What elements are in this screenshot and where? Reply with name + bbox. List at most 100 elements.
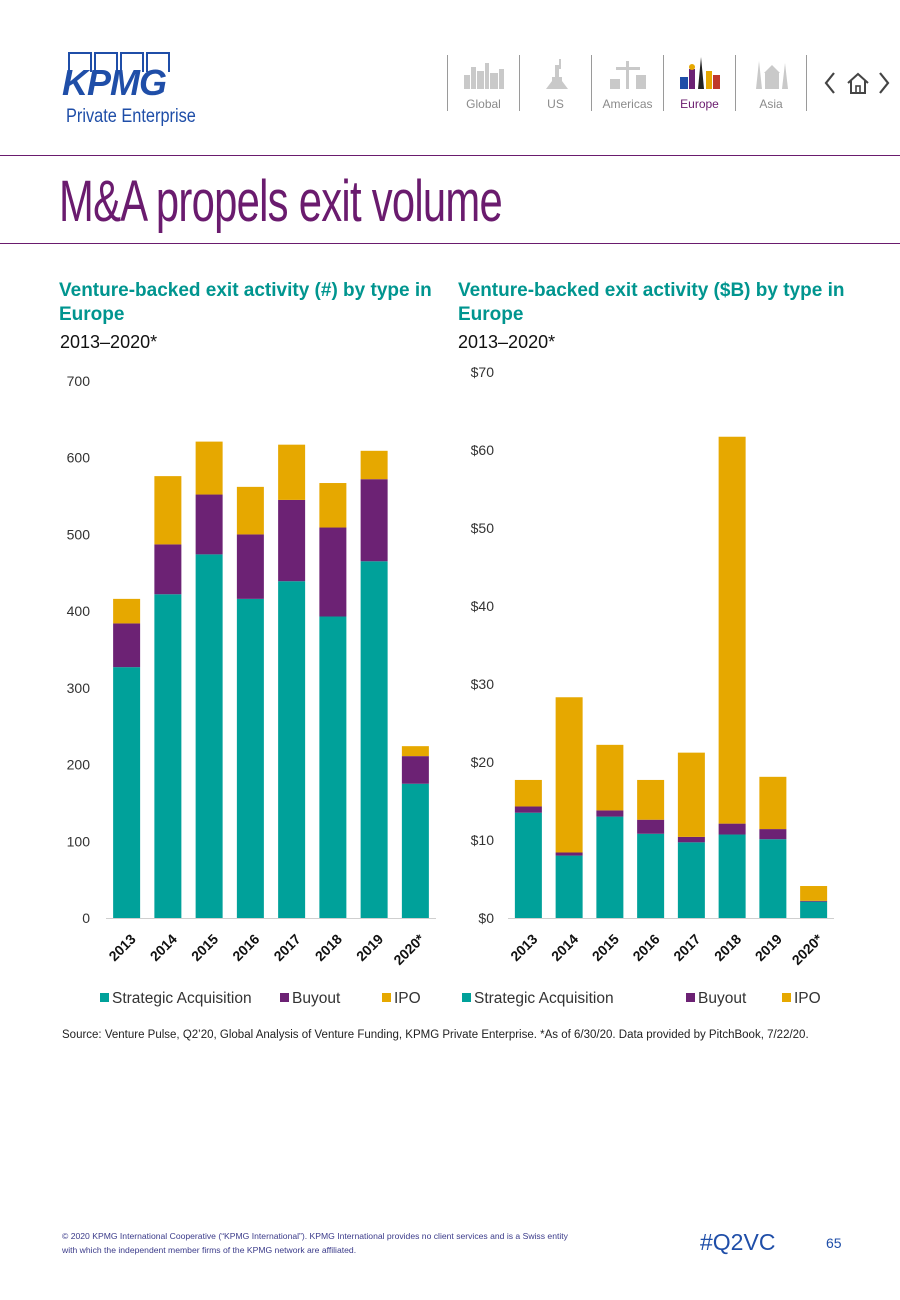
global-skyline-icon: [464, 63, 504, 89]
nav-tab-global[interactable]: Global: [447, 55, 519, 111]
chart-2-subtitle: 2013–2020*: [458, 332, 556, 352]
chart-1-xtick-label: 2017: [270, 931, 303, 964]
chart-2-ytick-label: $20: [471, 754, 495, 770]
chart-1-ytick-label: 500: [67, 526, 91, 542]
chart-2-ytick-label: $70: [471, 364, 495, 380]
asia-landmark-icon: [756, 61, 788, 89]
nav-tab-us[interactable]: US: [519, 55, 591, 111]
chart-2-xtick-label: 2017: [670, 931, 703, 964]
chart-1-bar-strategic-acquisition-2013: [113, 667, 141, 918]
chart-2-xtick-label: 2016: [629, 931, 662, 964]
chart-1-bar-buyout-2018: [319, 527, 347, 617]
chart-1-bar-ipo-2013: [113, 598, 141, 624]
chart-2-bar-strategic-acquisition-2020: [800, 901, 828, 918]
page-title: M&A propels exit volume: [59, 169, 503, 234]
chart-2-bar-ipo-2018: [718, 436, 746, 824]
home-icon[interactable]: [845, 70, 871, 96]
chart-2-ytick-label: $0: [478, 910, 494, 926]
chart-1-xtick-label: 2016: [229, 931, 262, 964]
chart-2-bar-strategic-acquisition-2015: [596, 816, 624, 918]
chart-1-legend-swatch-ipo: [382, 993, 391, 1002]
europe-landmark-icon: [680, 57, 720, 89]
nav-label-global: Global: [466, 97, 501, 111]
nav-label-americas: Americas: [602, 97, 653, 111]
logo-boxes: [68, 52, 170, 72]
chart-2-legend-swatch-buyout: [686, 993, 695, 1002]
chart-1-bar-buyout-2016: [236, 534, 264, 599]
page-number: 65: [826, 1235, 842, 1251]
chart-2-title: Venture-backed exit activity ($B) by typ…: [458, 280, 845, 325]
chart-1-bar-buyout-2017: [278, 499, 306, 582]
chart-2-legend-label-buyout: Buyout: [698, 990, 747, 1007]
chart-2-ytick-label: $40: [471, 598, 495, 614]
chart-2-bar-ipo-2020: [800, 886, 828, 901]
chart-2-xtick-label: 2015: [589, 931, 622, 964]
chart-2-ytick-label: $10: [471, 832, 495, 848]
chart-2-bar-buyout-2020: [800, 900, 828, 902]
nav-tab-europe[interactable]: Europe: [663, 55, 735, 111]
chart-1-bar-buyout-2020: [401, 756, 429, 784]
header-rule-top: [0, 155, 900, 156]
kpmg-logo: KPMG Private Enterprise: [62, 48, 212, 138]
chart-1-bar-strategic-acquisition-2019: [360, 561, 388, 918]
chart-2-bar-ipo-2013: [514, 779, 542, 807]
chart-1-legend-label-buyout: Buyout: [292, 990, 341, 1007]
chart-2-bar-buyout-2017: [677, 836, 705, 843]
chart-2-xtick-label: 2019: [752, 931, 785, 964]
chart-1-bar-buyout-2019: [360, 479, 388, 562]
chart-2-bar-strategic-acquisition-2014: [555, 855, 583, 918]
chart-2-legend-swatch-strategic-acquisition: [462, 993, 471, 1002]
chart-1-legend-label-ipo: IPO: [394, 990, 421, 1007]
americas-landmark-icon: [610, 61, 646, 89]
chart-2-bar-strategic-acquisition-2018: [718, 834, 746, 918]
chart-1-xtick-label: 2013: [105, 931, 138, 964]
chart-1-ytick-label: 600: [67, 450, 91, 466]
chart-1-bar-ipo-2014: [154, 476, 182, 545]
chart-1-ytick-label: 100: [67, 833, 91, 849]
chart-1-bar-strategic-acquisition-2018: [319, 616, 347, 918]
chart-1-ytick-label: 700: [67, 373, 91, 389]
chart-2-bar-ipo-2019: [759, 776, 787, 830]
chart-1-ytick-label: 0: [82, 910, 90, 926]
chart-1-bar-ipo-2015: [195, 441, 223, 495]
logo-wordmark: KPMG: [62, 62, 167, 103]
chart-2-xtick-label: 2020*: [789, 930, 827, 968]
chart-1-ytick-label: 200: [67, 757, 91, 773]
hashtag: #Q2VC: [700, 1229, 776, 1255]
chart-2-bar-ipo-2016: [637, 779, 665, 820]
chevron-left-icon[interactable]: [822, 70, 838, 96]
chart-1-bar-ipo-2016: [236, 486, 264, 535]
chart-2-xtick-label: 2014: [548, 931, 581, 964]
copyright-footer: © 2020 KPMG International Cooperative (“…: [62, 1231, 568, 1255]
chart-1-bar-strategic-acquisition-2017: [278, 581, 306, 918]
chart-2-bar-buyout-2016: [637, 819, 665, 834]
chart-2-bar-strategic-acquisition-2013: [514, 812, 542, 918]
chart-1-xtick-label: 2019: [353, 931, 386, 964]
nav-label-europe: Europe: [680, 97, 719, 111]
chart-2-xtick-label: 2013: [507, 931, 540, 964]
chart-1-bar-ipo-2019: [360, 450, 388, 480]
us-liberty-icon: [546, 59, 568, 89]
chart-1-legend-label-strategic-acquisition: Strategic Acquisition: [112, 990, 252, 1007]
logo-subtitle: Private Enterprise: [66, 106, 196, 127]
chart-1-bar-buyout-2015: [195, 494, 223, 555]
chevron-right-icon[interactable]: [876, 70, 892, 96]
chart-2-bar-ipo-2015: [596, 744, 624, 811]
chart-2-xtick-label: 2018: [711, 931, 744, 964]
chart-2-bar-strategic-acquisition-2016: [637, 833, 665, 918]
source-note: Source: Venture Pulse, Q2’20, Global Ana…: [62, 1029, 809, 1041]
chart-2-bar-buyout-2013: [514, 806, 542, 813]
nav-tab-americas[interactable]: Americas: [591, 55, 663, 111]
chart-2-bar-buyout-2018: [718, 823, 746, 835]
chart-1-legend-swatch-strategic-acquisition: [100, 993, 109, 1002]
chart-1-bar-buyout-2013: [113, 623, 141, 668]
nav-tab-asia[interactable]: Asia: [735, 55, 807, 111]
chart-1-bar-strategic-acquisition-2014: [154, 594, 182, 918]
chart-1-title: Venture-backed exit activity (#) by type…: [59, 280, 432, 325]
chart-1-bar-ipo-2018: [319, 483, 347, 528]
chart-2-bar-buyout-2019: [759, 829, 787, 840]
chart-2-legend-swatch-ipo: [782, 993, 791, 1002]
chart-1-xtick-label: 2015: [188, 931, 221, 964]
chart-2-bar-ipo-2017: [677, 752, 705, 837]
header-rule-bottom: [0, 243, 900, 244]
